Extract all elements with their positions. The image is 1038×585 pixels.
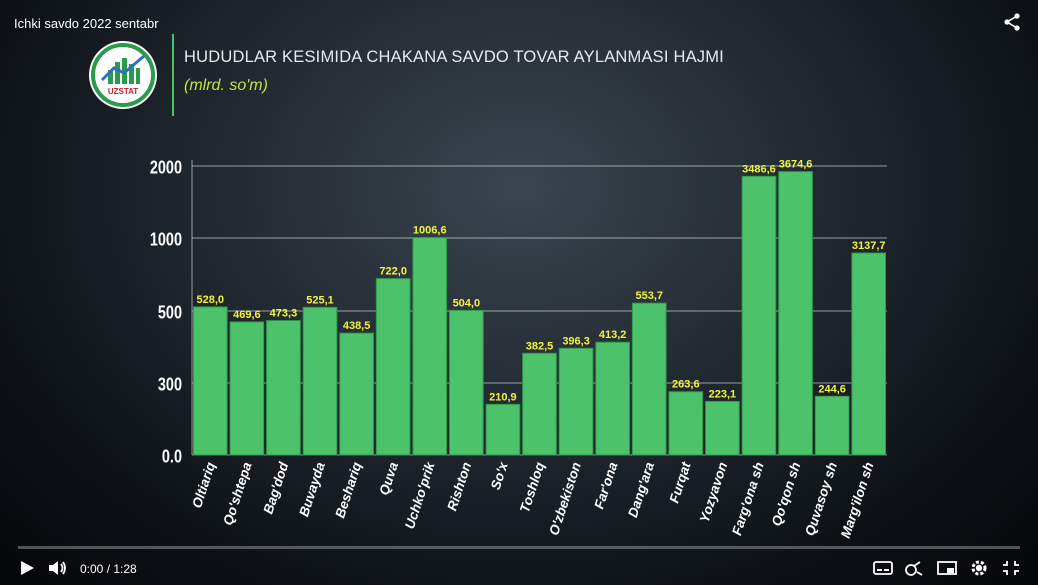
bar (192, 306, 228, 456)
data-label: 438,5 (343, 320, 371, 332)
bar (595, 341, 630, 456)
x-tick-label: Dang'ara (625, 460, 657, 520)
data-label: 413,2 (599, 329, 627, 341)
time-separator: / (103, 562, 114, 576)
x-tick-label: Toshloq (517, 460, 548, 515)
bar-chart: 0.0 300 500 1000 2000 528,0 Oltiariq 469,6 Qo'sh… (150, 157, 887, 540)
x-tick-label: O'zbekiston (546, 460, 584, 537)
bar (778, 171, 813, 456)
bar (631, 302, 667, 456)
x-tick-label: Rishton (444, 460, 474, 512)
data-label: 504,0 (453, 297, 481, 309)
y-tick-label: 0.0 (162, 446, 182, 467)
x-tick-label: Bag'dod (261, 460, 292, 516)
x-tick-label: Uchko'prik (402, 459, 438, 531)
exit-fullscreen-icon[interactable] (1000, 558, 1022, 578)
logo-text: UZSTAT (108, 87, 138, 96)
bar (851, 252, 887, 456)
data-label: 382,5 (526, 340, 554, 352)
current-time: 0:00 (80, 562, 104, 576)
x-tick-label: Quva (376, 460, 401, 497)
data-label: 1006,6 (413, 225, 447, 237)
data-label: 210,9 (489, 391, 517, 403)
y-tick-label: 500 (158, 302, 182, 323)
data-label: 469,6 (233, 309, 261, 321)
bar (266, 320, 301, 456)
y-tick-label: 300 (158, 374, 182, 395)
bar (485, 403, 521, 456)
data-label: 3674,6 (779, 159, 813, 171)
x-tick-label: Yozyavon (697, 460, 731, 524)
bar (339, 332, 374, 456)
title-divider (172, 34, 174, 116)
data-label: 525,1 (306, 294, 334, 306)
volume-icon[interactable] (46, 558, 68, 578)
data-label: 3137,7 (852, 240, 886, 252)
player-controls: 0:00 / 1:28 (0, 540, 1038, 585)
chart-subtitle: (mlrd. so'm) (184, 77, 268, 94)
duration: 1:28 (113, 562, 137, 576)
subtitles-icon[interactable] (872, 558, 894, 578)
data-label: 722,0 (379, 266, 407, 278)
data-label: 223,1 (709, 388, 737, 400)
x-tick-label: Marg'ilon sh (838, 460, 877, 540)
bar (375, 278, 411, 456)
bar (705, 400, 740, 456)
progress-bar[interactable] (18, 546, 1020, 549)
data-label: 3486,6 (742, 163, 776, 175)
x-tick-label: Furqat (666, 460, 693, 505)
settings-icon[interactable] (968, 558, 990, 578)
bar (741, 175, 777, 456)
x-tick-label: Far'ona (591, 460, 620, 511)
bar (302, 306, 338, 456)
y-tick-label: 2000 (150, 157, 182, 178)
x-tick-label: So'x (488, 460, 511, 492)
uzstat-logo: UZSTAT (89, 41, 157, 109)
x-tick-label: Quvasoy sh (802, 460, 840, 537)
bar (814, 395, 850, 456)
x-tick-label: Beshariq (332, 460, 364, 520)
x-tick-label: Oltiariq (189, 460, 218, 510)
data-label: 244,6 (818, 383, 846, 395)
time-display: 0:00 / 1:28 (80, 562, 137, 576)
bar (229, 321, 265, 456)
bar (558, 347, 594, 456)
chart-title: HUDUDLAR KESIMIDA CHAKANA SAVDO TOVAR AY… (184, 48, 724, 66)
bar (412, 237, 448, 456)
x-tick-label: Buvayda (296, 460, 328, 519)
data-label: 473,3 (270, 308, 298, 320)
bar (449, 309, 484, 456)
x-tick-label: Qo'qon sh (769, 460, 804, 528)
share-icon[interactable] (1002, 12, 1022, 32)
x-tick-label: Farg'ona sh (729, 460, 767, 537)
bar (668, 391, 704, 456)
data-label: 396,3 (562, 335, 590, 347)
y-tick-label: 1000 (150, 229, 182, 250)
play-icon[interactable] (16, 558, 38, 578)
bar (522, 352, 557, 456)
miniplayer-icon[interactable] (936, 558, 958, 578)
data-label: 263,6 (672, 379, 700, 391)
data-label: 528,0 (197, 294, 225, 306)
video-title[interactable]: Ichki savdo 2022 sentabr (14, 16, 159, 31)
x-tick-label: Qo'shtepa (220, 460, 255, 527)
data-label: 553,7 (635, 290, 663, 302)
autoplay-icon[interactable] (903, 558, 925, 578)
